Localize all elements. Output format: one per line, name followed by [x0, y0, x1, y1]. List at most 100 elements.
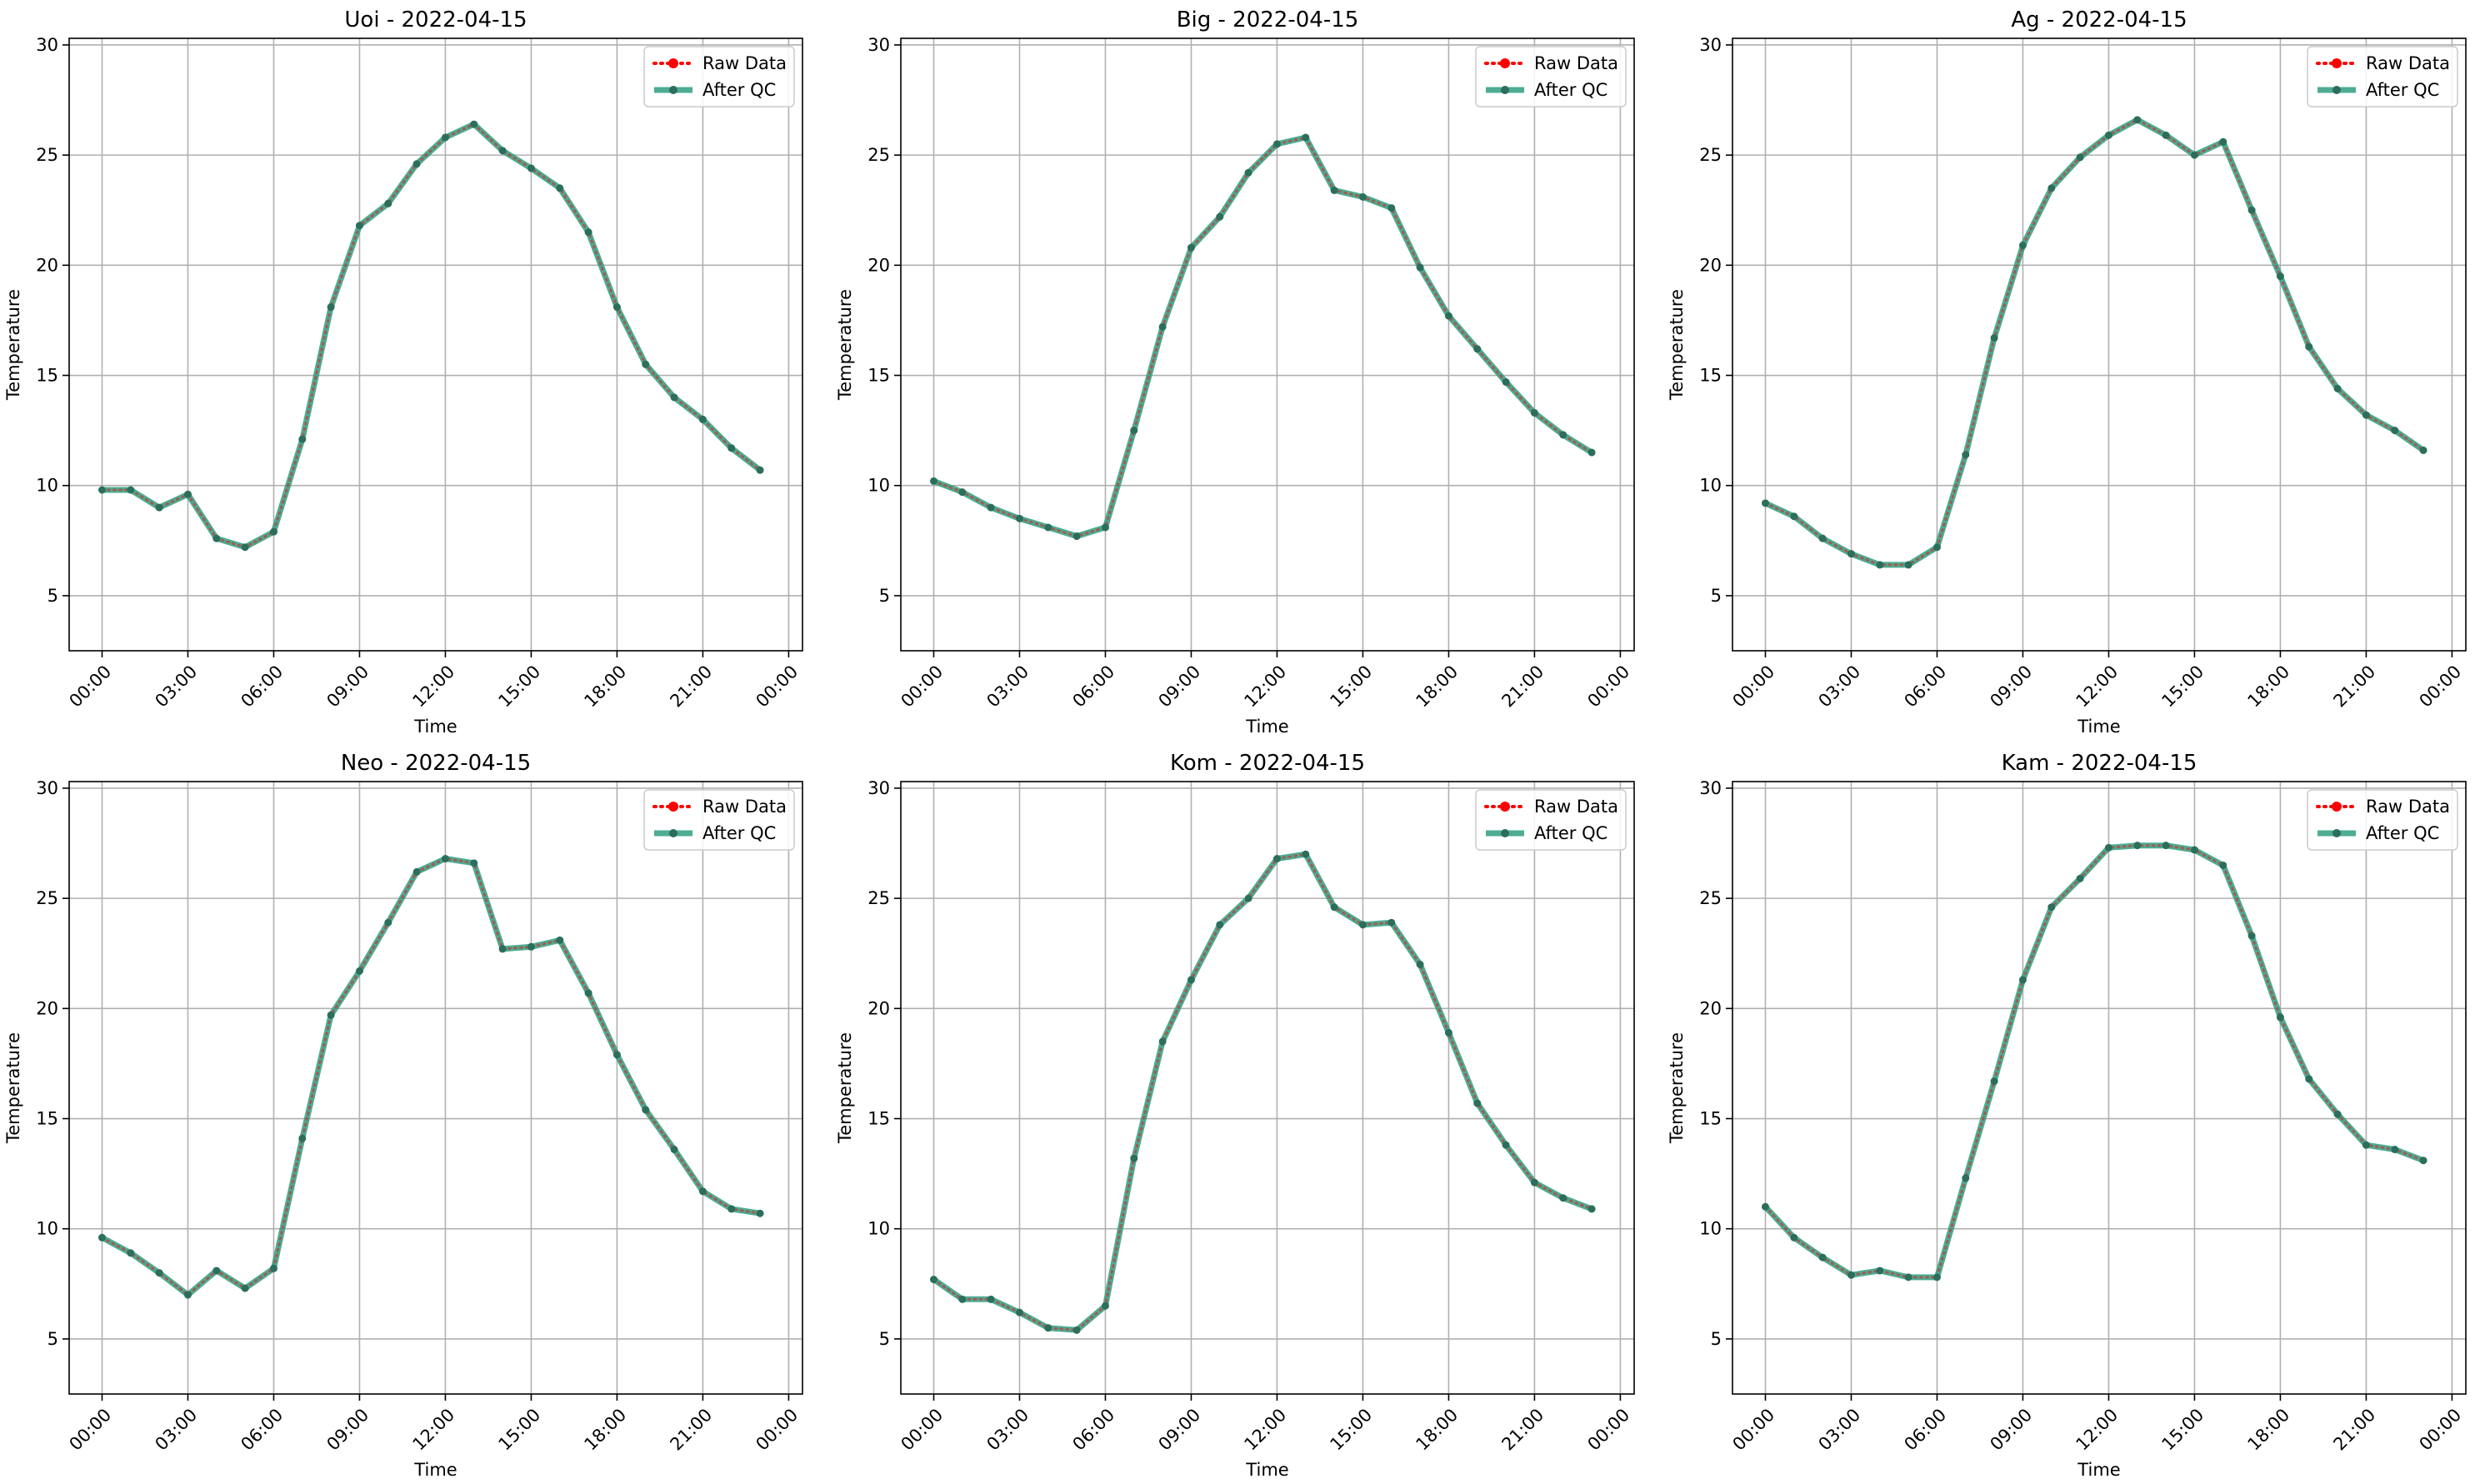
y-tick-label: 10: [868, 1219, 890, 1239]
legend: Raw Data After QC: [1475, 789, 1627, 851]
data-point-after-qc: [1244, 168, 1252, 177]
data-point-after-qc: [670, 393, 678, 402]
x-tick-label: 18:00: [2243, 1405, 2293, 1455]
y-tick-label: 30: [1699, 35, 1722, 55]
data-point-after-qc: [298, 435, 307, 443]
data-point-after-qc: [1502, 1141, 1510, 1149]
legend-label-after-qc: After QC: [702, 823, 776, 843]
x-tick-label: 00:00: [2415, 1405, 2465, 1455]
data-point-after-qc: [698, 415, 707, 423]
data-point-after-qc: [1473, 1099, 1482, 1107]
y-tick-label: 15: [1699, 1109, 1722, 1129]
data-point-after-qc: [1416, 263, 1424, 272]
data-point-after-qc: [298, 1134, 307, 1142]
chart-title: Neo - 2022-04-15: [341, 751, 531, 776]
data-point-after-qc: [2162, 842, 2170, 850]
data-point-after-qc: [1044, 523, 1052, 532]
data-point-after-qc: [1444, 1028, 1452, 1037]
data-point-after-qc: [241, 543, 249, 552]
x-tick-label: 03:00: [151, 662, 201, 712]
x-tick-label: 06:00: [1900, 1405, 1950, 1455]
legend-label-raw-data: Raw Data: [2366, 797, 2450, 817]
data-point-after-qc: [929, 1276, 938, 1284]
data-point-after-qc: [1761, 1202, 1769, 1211]
y-tick-label: 10: [36, 1219, 58, 1239]
data-point-after-qc: [1588, 1205, 1596, 1213]
data-point-after-qc: [441, 133, 449, 142]
data-point-after-qc: [2419, 446, 2428, 454]
x-tick-label: 18:00: [580, 662, 630, 712]
legend-marker-raw-data: [2332, 802, 2342, 812]
x-tick-label: 15:00: [494, 1405, 544, 1455]
y-tick-label: 20: [36, 255, 58, 275]
legend-label-after-qc: After QC: [2366, 823, 2439, 843]
legend-label-raw-data: Raw Data: [1534, 53, 1618, 73]
data-point-after-qc: [2219, 137, 2228, 146]
y-tick-label: 25: [1699, 888, 1722, 908]
x-tick-label: 18:00: [1412, 662, 1462, 712]
x-tick-label: 09:00: [1154, 1405, 1204, 1455]
legend-marker-raw-data: [1500, 58, 1510, 68]
data-point-after-qc: [1876, 1267, 1884, 1275]
data-point-after-qc: [584, 228, 592, 237]
legend: Raw Data After QC: [643, 46, 795, 107]
plot-area-frame: [68, 37, 803, 652]
data-point-after-qc: [2391, 427, 2399, 435]
y-axis-label: Temperature: [1667, 289, 1687, 401]
x-tick-label: 09:00: [1986, 1405, 2036, 1455]
x-tick-label: 09:00: [322, 662, 372, 712]
data-point-after-qc: [1932, 1273, 1941, 1282]
data-point-after-qc: [1904, 561, 1912, 569]
data-point-after-qc: [98, 1233, 106, 1242]
y-tick-label: 30: [868, 778, 890, 798]
chart-panel: 00:00 03:00 06:00 09:00 12:00 15:00 18:00 21:00…: [1667, 7, 2467, 737]
legend-label-raw-data: Raw Data: [1534, 797, 1618, 817]
x-tick-label: 00:00: [752, 1405, 802, 1455]
chart-title: Kom - 2022-04-15: [1170, 751, 1365, 776]
data-point-after-qc: [1847, 1271, 1855, 1279]
data-point-after-qc: [441, 855, 449, 863]
legend: Raw Data After QC: [643, 789, 795, 851]
legend-label-raw-data: Raw Data: [2366, 53, 2450, 73]
data-point-after-qc: [1072, 1326, 1081, 1334]
y-tick-label: 15: [36, 366, 58, 386]
data-point-after-qc: [1416, 960, 1424, 968]
data-point-after-qc: [1588, 448, 1596, 457]
x-tick-label: 21:00: [666, 1405, 716, 1455]
data-point-after-qc: [2333, 384, 2342, 392]
y-tick-label: 15: [1699, 366, 1722, 386]
y-tick-label: 5: [48, 586, 58, 606]
data-point-after-qc: [698, 1187, 707, 1196]
x-tick-label: 00:00: [897, 1405, 947, 1455]
x-tick-label: 00:00: [65, 662, 115, 712]
data-point-after-qc: [2219, 861, 2228, 869]
data-point-after-qc: [1962, 451, 1970, 459]
y-tick-label: 25: [1699, 145, 1722, 165]
data-point-after-qc: [183, 1291, 192, 1299]
data-point-after-qc: [2190, 846, 2198, 854]
y-tick-label: 30: [868, 35, 890, 55]
data-point-after-qc: [1130, 427, 1138, 435]
x-tick-label: 18:00: [2243, 662, 2293, 712]
x-tick-label: 12:00: [1240, 662, 1290, 712]
data-point-after-qc: [527, 164, 535, 172]
data-point-after-qc: [1530, 1178, 1538, 1187]
legend-marker-after-qc: [2332, 86, 2341, 94]
data-point-after-qc: [269, 527, 278, 536]
data-point-after-qc: [498, 147, 507, 155]
y-axis-label: Temperature: [3, 289, 23, 401]
data-point-after-qc: [987, 503, 995, 512]
data-point-after-qc: [612, 303, 621, 312]
data-point-after-qc: [1330, 903, 1338, 912]
x-tick-label: 09:00: [322, 1405, 372, 1455]
data-point-after-qc: [2362, 1141, 2370, 1149]
x-tick-label: 00:00: [1583, 662, 1633, 712]
y-tick-label: 10: [36, 476, 58, 496]
data-point-after-qc: [1818, 534, 1827, 542]
chart-panel: 00:00 03:00 06:00 09:00 12:00 15:00 18:00 21:00…: [3, 751, 803, 1480]
data-point-after-qc: [1761, 499, 1769, 507]
data-point-after-qc: [1015, 514, 1023, 522]
plot-area-frame: [68, 781, 803, 1395]
chart-title: Kam - 2022-04-15: [2002, 751, 2198, 776]
series-line-raw-data: [932, 852, 1593, 1332]
